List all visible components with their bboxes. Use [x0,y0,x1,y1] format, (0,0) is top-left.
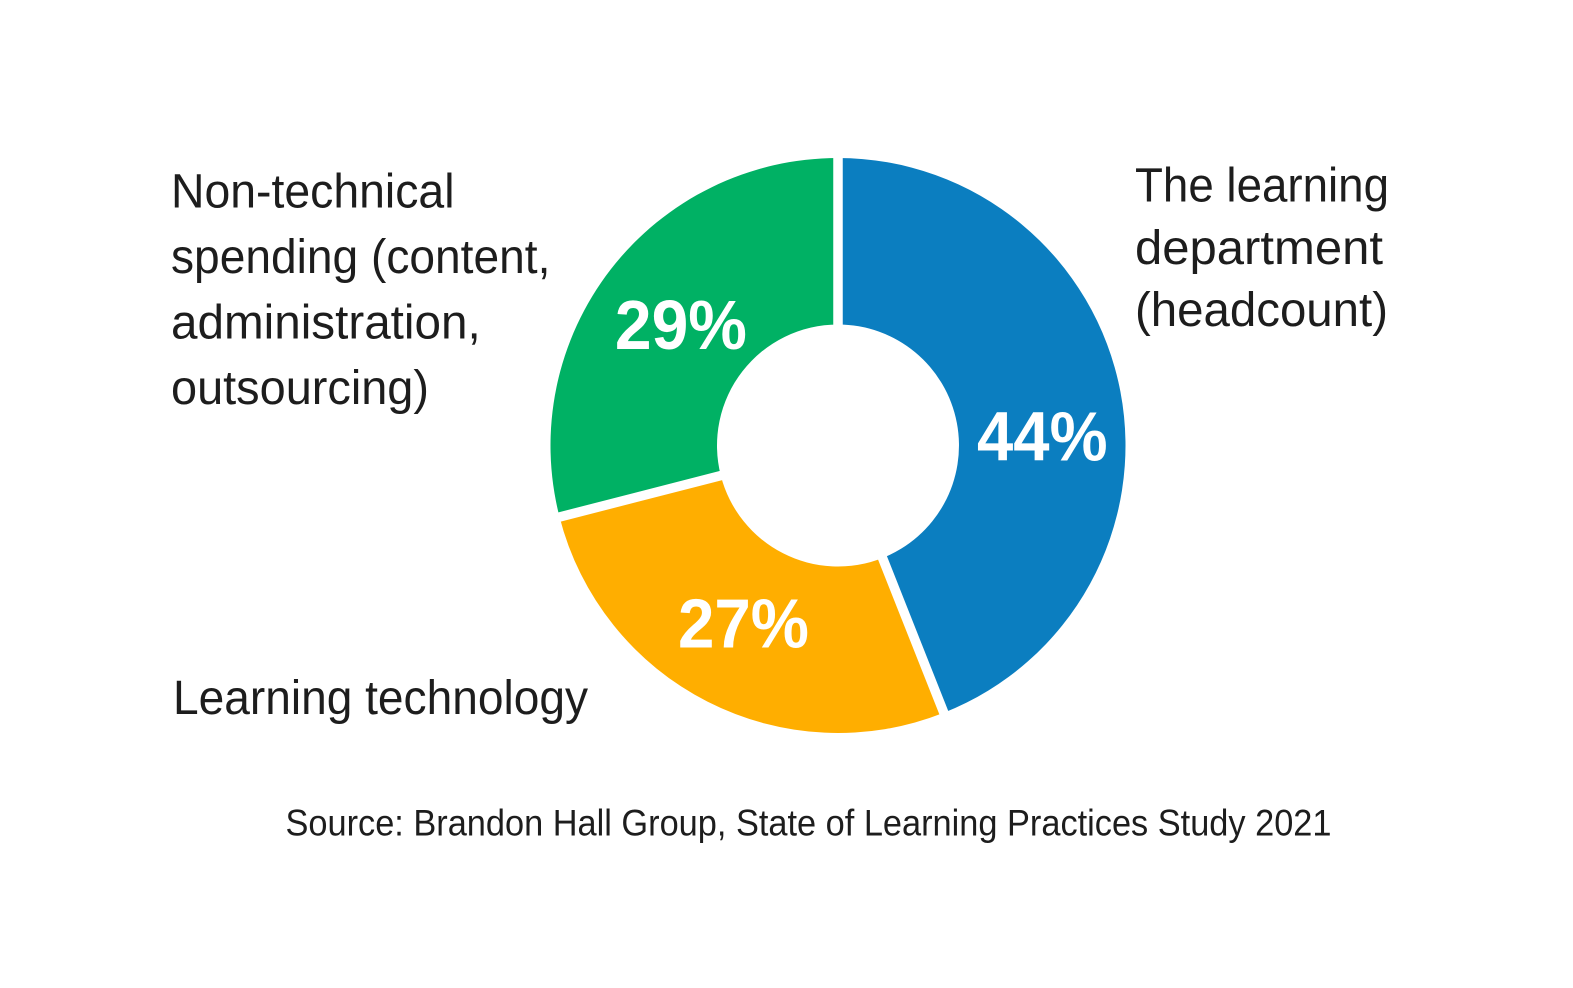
svg-text:29%: 29% [615,286,747,364]
svg-text:27%: 27% [678,585,809,663]
svg-text:outsourcing): outsourcing) [171,361,429,415]
svg-text:spending (content,: spending (content, [171,230,550,284]
svg-text:administration,: administration, [171,296,481,350]
svg-text:The learning: The learning [1135,159,1389,213]
svg-text:department: department [1135,221,1384,275]
svg-text:(headcount): (headcount) [1135,283,1388,337]
svg-text:Non-technical: Non-technical [171,165,455,219]
svg-text:44%: 44% [977,397,1108,475]
svg-text:Source: Brandon Hall Group, St: Source: Brandon Hall Group, State of Lea… [286,802,1332,844]
svg-text:Learning technology: Learning technology [173,671,589,725]
